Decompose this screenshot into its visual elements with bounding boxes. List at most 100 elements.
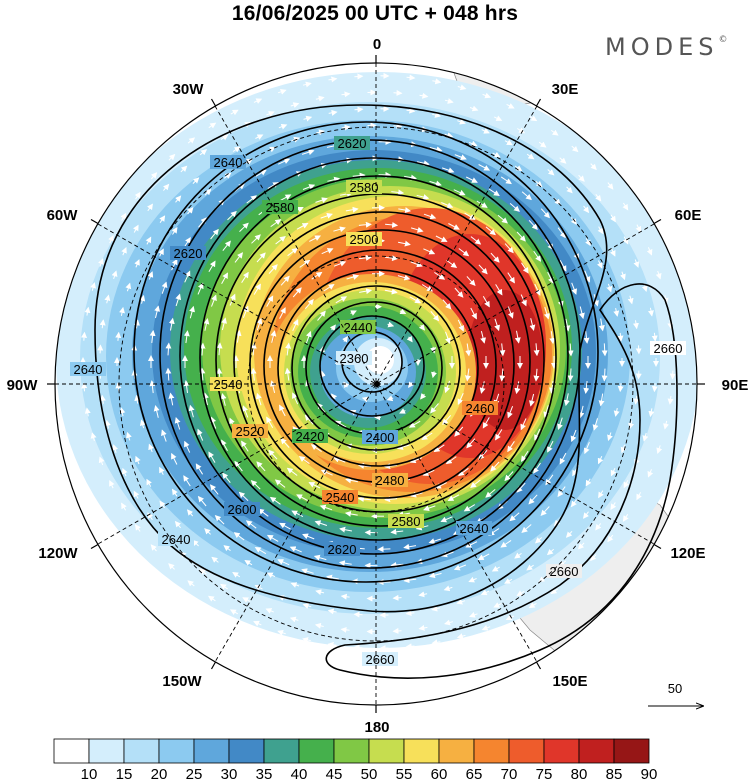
- wind-vector-arrow: [147, 271, 154, 280]
- wind-vector-arrow: [304, 414, 314, 425]
- wind-vector-arrow: [358, 221, 372, 228]
- wind-vector-arrow: [442, 299, 452, 310]
- wind-vector-arrow: [521, 524, 532, 533]
- wind-vector-arrow: [126, 431, 132, 441]
- wind-vector-arrow: [266, 295, 274, 307]
- wind-vector-arrow: [334, 420, 347, 428]
- wind-vector-arrow: [199, 367, 206, 381]
- wind-vector-arrow: [274, 479, 286, 488]
- wind-vector-arrow: [667, 395, 674, 405]
- contour-label: 2420: [296, 429, 325, 444]
- wind-vector-arrow: [490, 461, 500, 472]
- wind-vector-arrow: [399, 308, 407, 315]
- wind-vector-arrow: [547, 271, 554, 284]
- lon-label-180: 180: [364, 719, 389, 736]
- wind-vector-arrow: [584, 270, 591, 283]
- lon-label-30w: 30W: [173, 81, 205, 98]
- contour-2560: [199, 175, 557, 541]
- wind-vector-arrow: [464, 212, 476, 220]
- wind-vector-arrow: [514, 381, 521, 395]
- wind-vector-arrow: [493, 115, 503, 121]
- wind-vector-arrow: [557, 486, 566, 498]
- wind-vector-arrow: [171, 452, 178, 465]
- wind-vector-arrow: [199, 342, 206, 356]
- wind-vector-arrow: [585, 478, 592, 487]
- wind-vector-arrow: [197, 428, 204, 441]
- wind-vector-arrow: [535, 180, 543, 188]
- wind-vector-arrow: [292, 318, 299, 332]
- wind-vector-arrow: [134, 259, 140, 268]
- contour-label-bg: [170, 246, 206, 260]
- wind-vector-arrow: [125, 282, 132, 292]
- wind-vector-arrow: [469, 140, 478, 147]
- lon-label-60w: 60W: [47, 207, 79, 224]
- wind-vector-arrow: [583, 330, 590, 344]
- wind-vector-arrow: [269, 496, 281, 505]
- wind-vector-arrow: [533, 250, 542, 262]
- wind-vector-arrow: [398, 207, 412, 214]
- wind-vector-arrow: [405, 643, 415, 650]
- wind-vector-arrow: [150, 172, 158, 180]
- wind-vector-arrow: [418, 624, 428, 631]
- wind-vector-arrow: [171, 258, 178, 271]
- wind-vector-arrow: [431, 605, 441, 612]
- wind-vectors: [80, 72, 676, 652]
- wind-vector-arrow: [420, 393, 427, 400]
- wind-vector-arrow: [341, 91, 351, 98]
- contour-label: 2540: [326, 490, 355, 505]
- contour-label-bg: [462, 401, 498, 415]
- colorbar-swatch: [403, 738, 440, 764]
- wind-vector-arrow: [253, 98, 263, 104]
- wind-vector-arrow: [175, 195, 182, 203]
- wind-vector-arrow: [478, 264, 488, 275]
- wind-vector-arrow: [497, 214, 508, 224]
- lon-label-120w: 120W: [38, 545, 78, 562]
- colorbar-tick-label: 45: [326, 766, 343, 782]
- wind-vector-arrow: [302, 637, 311, 643]
- wind-vector-arrow: [590, 554, 597, 562]
- colorbar-swatch: [368, 738, 405, 764]
- wind-vector-arrow: [458, 248, 470, 257]
- lon-label-120e: 120E: [670, 545, 705, 562]
- wind-vector-arrow: [398, 240, 411, 247]
- wind-vector-arrow: [319, 370, 326, 378]
- wind-vector-arrow: [598, 393, 605, 407]
- wind-vector-arrow: [197, 495, 207, 507]
- contour-2620: [133, 121, 599, 583]
- wind-vector-arrow: [134, 191, 141, 200]
- wind-vector-arrow: [419, 92, 429, 99]
- wind-vector-arrow: [617, 383, 624, 393]
- shade-85: [467, 290, 543, 430]
- wind-vector-arrow: [533, 462, 541, 474]
- wind-vector-arrow: [104, 419, 111, 429]
- wind-vector-arrow: [308, 482, 321, 489]
- wind-vector-arrow: [353, 644, 363, 651]
- wind-vector-arrow: [528, 494, 538, 505]
- wind-vector-arrow: [333, 260, 347, 267]
- wind-vector-arrow: [610, 467, 617, 477]
- colorbar-tick-label: 35: [256, 766, 273, 782]
- wind-vector-arrow: [441, 167, 455, 174]
- wind-vector-arrow: [280, 275, 290, 286]
- wind-vector-arrow: [210, 228, 219, 240]
- wind-vector-arrow: [255, 134, 264, 140]
- colorbar-swatch: [123, 738, 160, 764]
- wind-vector-arrow: [526, 153, 535, 160]
- wind-vector-arrow: [623, 480, 630, 489]
- wind-vector-arrow: [440, 516, 453, 523]
- wind-vector-arrow: [214, 515, 225, 525]
- contour-label-bg: [346, 232, 382, 246]
- wind-vector-arrow: [385, 221, 399, 228]
- colorbar-tick-label: 30: [221, 766, 238, 782]
- wind-vector-arrow: [241, 271, 249, 283]
- wind-vector-arrow: [570, 429, 577, 443]
- wind-vector-arrow: [423, 248, 436, 255]
- wind-vector-arrow: [298, 456, 310, 465]
- colorbar-tick-label: 85: [606, 766, 623, 782]
- wind-vector-arrow: [328, 109, 338, 116]
- wind-vector-arrow: [617, 332, 624, 342]
- wind-vector-arrow: [456, 633, 466, 640]
- contour-label-bg: [292, 429, 328, 443]
- wind-vector-arrow: [521, 191, 532, 201]
- wind-vector-arrow: [150, 544, 157, 552]
